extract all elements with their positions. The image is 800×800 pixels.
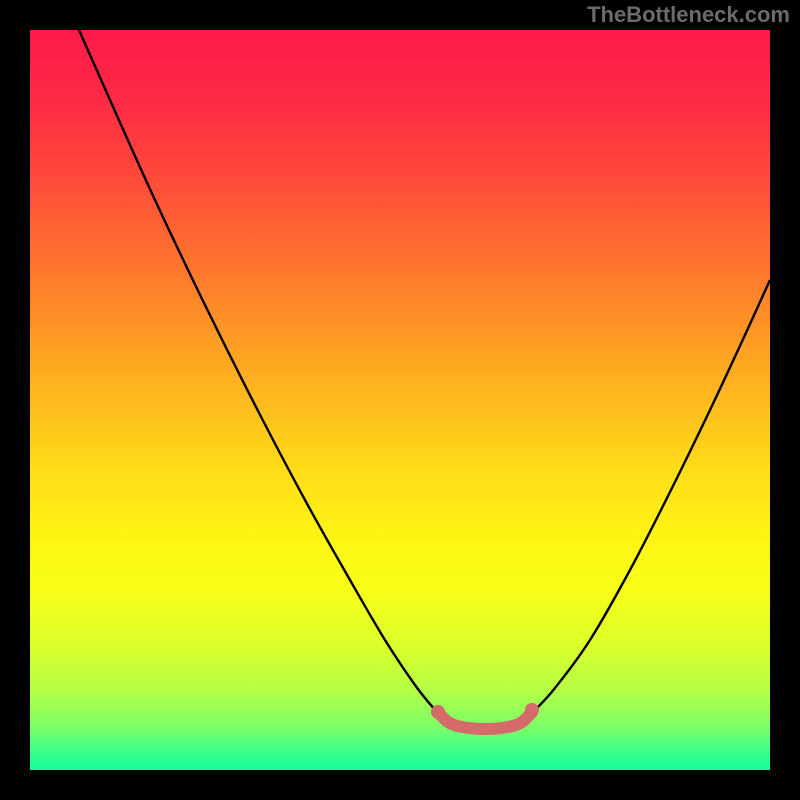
- plot-area: [30, 30, 770, 770]
- flat-minimum-segment: [438, 712, 532, 729]
- bottleneck-curve-right: [535, 280, 770, 710]
- chart-container: { "watermark": { "text": "TheBottleneck.…: [0, 0, 800, 800]
- flat-minimum-left-dot: [431, 705, 445, 719]
- bottleneck-curve-left: [79, 30, 435, 710]
- curve-layer: [30, 30, 770, 770]
- watermark-text: TheBottleneck.com: [587, 2, 790, 28]
- flat-minimum-right-dot: [525, 703, 539, 717]
